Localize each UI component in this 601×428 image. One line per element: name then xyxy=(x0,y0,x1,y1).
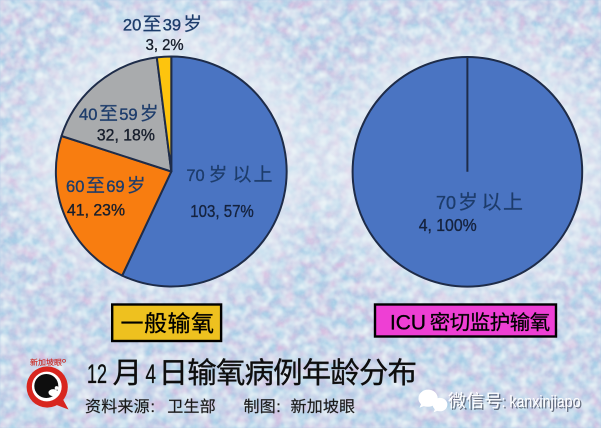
svg-text:39: 39 xyxy=(163,16,181,35)
svg-text:70: 70 xyxy=(436,193,456,213)
svg-text::: : xyxy=(151,399,155,416)
svg-text:41, 23%: 41, 23% xyxy=(67,201,125,220)
svg-text:: kanxinjiapo: : kanxinjiapo xyxy=(502,392,581,411)
svg-text:4: 4 xyxy=(146,359,157,389)
svg-text:20: 20 xyxy=(123,16,141,35)
svg-text:4, 100%: 4, 100% xyxy=(419,215,477,235)
svg-text::: : xyxy=(276,399,280,416)
svg-text:3, 2%: 3, 2% xyxy=(146,37,184,54)
svg-text:: kanxinjiapo: : kanxinjiapo xyxy=(503,394,582,413)
svg-text:12: 12 xyxy=(87,359,107,389)
svg-text:ICU: ICU xyxy=(390,312,426,335)
svg-text:40: 40 xyxy=(79,105,97,124)
svg-text:70: 70 xyxy=(186,166,204,185)
svg-text:69: 69 xyxy=(106,177,124,196)
svg-text:32, 18%: 32, 18% xyxy=(97,125,155,144)
svg-text:60: 60 xyxy=(66,177,84,196)
svg-text:103, 57%: 103, 57% xyxy=(190,201,254,221)
svg-text:59: 59 xyxy=(119,105,137,124)
